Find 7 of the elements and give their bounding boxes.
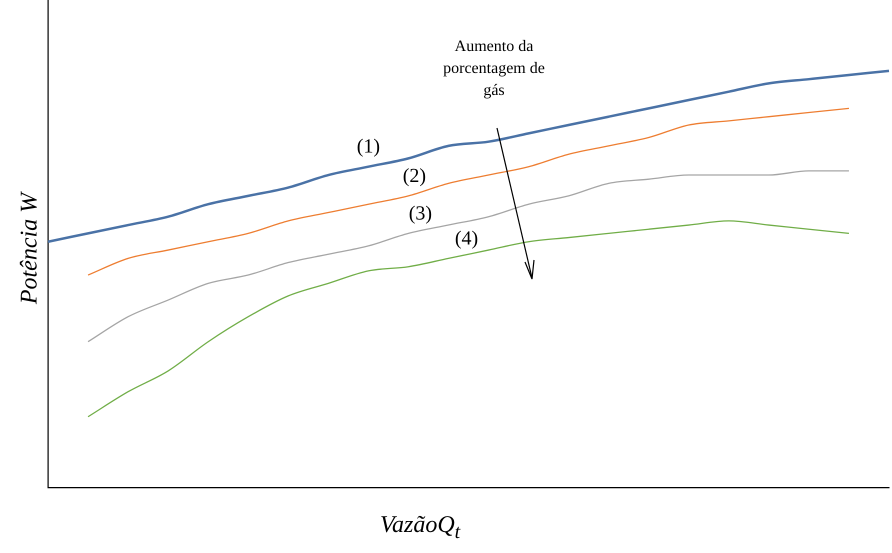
series-label: (4) — [454, 227, 478, 250]
series-label: (2) — [402, 164, 426, 187]
series-label: (1) — [356, 136, 380, 158]
x-axis-title: VazãoQ$_{t}$ — [380, 512, 460, 544]
y-axis-title: Potência W — [16, 190, 44, 306]
annotation: Aumento da porcentagem de gás — [442, 37, 546, 101]
series-label: (3) — [408, 202, 432, 224]
